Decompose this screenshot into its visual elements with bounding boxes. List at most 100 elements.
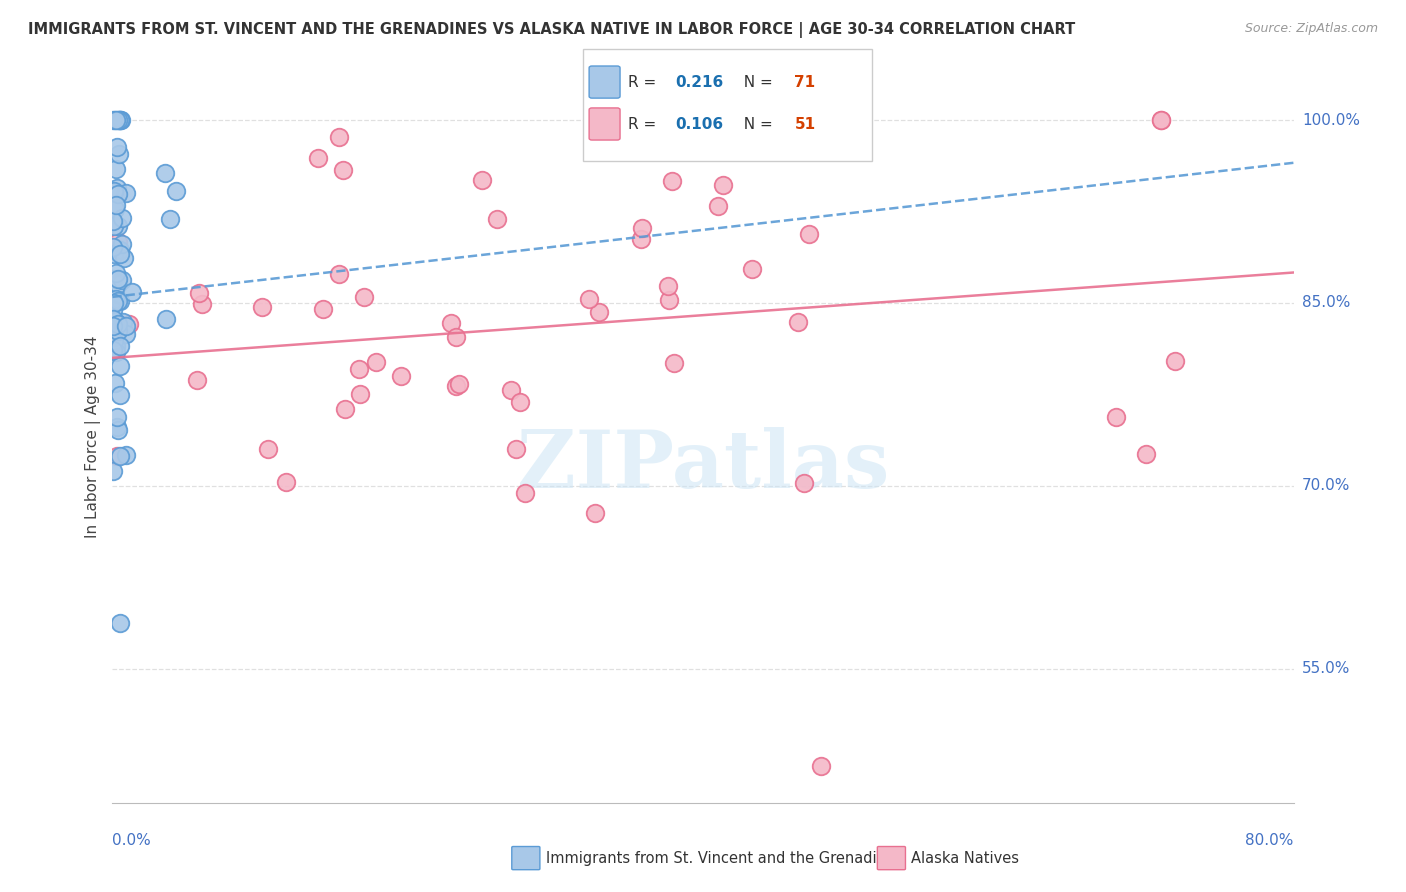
Point bbox=[256, 442, 278, 456]
Point bbox=[110, 247, 132, 261]
Point bbox=[165, 184, 187, 198]
Point bbox=[706, 199, 728, 213]
Text: 0.216: 0.216 bbox=[675, 75, 723, 89]
Point bbox=[501, 384, 523, 398]
Point bbox=[105, 266, 128, 280]
Point bbox=[105, 420, 128, 434]
Point bbox=[104, 162, 127, 177]
Point bbox=[110, 211, 132, 226]
Point bbox=[103, 184, 125, 198]
Point bbox=[103, 334, 125, 348]
Point bbox=[364, 355, 387, 369]
Point bbox=[631, 220, 654, 235]
Point bbox=[107, 324, 129, 338]
Point bbox=[103, 295, 125, 310]
Point bbox=[810, 759, 832, 773]
Point bbox=[110, 615, 132, 630]
Point bbox=[107, 113, 129, 128]
Point bbox=[107, 235, 129, 249]
Point bbox=[657, 278, 679, 293]
Point bbox=[349, 387, 371, 401]
Point bbox=[333, 401, 356, 416]
Point bbox=[505, 442, 527, 456]
Point bbox=[664, 356, 686, 370]
Point bbox=[108, 387, 131, 401]
Point bbox=[307, 152, 329, 166]
Point bbox=[107, 186, 129, 201]
Point bbox=[188, 286, 211, 301]
Point bbox=[155, 166, 177, 180]
Point bbox=[107, 113, 129, 128]
Point bbox=[103, 318, 125, 333]
Point bbox=[105, 181, 128, 195]
Text: 70.0%: 70.0% bbox=[1302, 478, 1350, 493]
Point bbox=[155, 312, 177, 326]
Point bbox=[121, 285, 143, 299]
Point bbox=[104, 202, 127, 217]
Point bbox=[104, 314, 127, 328]
Point bbox=[101, 311, 124, 326]
Point bbox=[104, 344, 127, 359]
Point bbox=[110, 293, 132, 308]
Point bbox=[104, 292, 127, 306]
Point bbox=[588, 305, 610, 319]
Text: 100.0%: 100.0% bbox=[1302, 112, 1360, 128]
Point bbox=[630, 232, 652, 246]
Point bbox=[101, 318, 124, 333]
Point bbox=[103, 185, 125, 199]
Point bbox=[115, 326, 138, 341]
Point bbox=[440, 316, 463, 330]
Text: Immigrants from St. Vincent and the Grenadines: Immigrants from St. Vincent and the Gren… bbox=[546, 851, 903, 865]
Point bbox=[711, 178, 734, 192]
Point bbox=[446, 329, 468, 343]
Text: Source: ZipAtlas.com: Source: ZipAtlas.com bbox=[1244, 22, 1378, 36]
Text: 85.0%: 85.0% bbox=[1302, 295, 1350, 310]
Point bbox=[250, 300, 273, 314]
Text: R =: R = bbox=[628, 75, 662, 89]
Text: 0.0%: 0.0% bbox=[112, 833, 152, 848]
Point bbox=[347, 361, 370, 376]
Point bbox=[793, 475, 815, 490]
Point bbox=[186, 373, 208, 387]
Point bbox=[105, 186, 128, 201]
Point bbox=[108, 339, 131, 353]
Point bbox=[105, 410, 128, 425]
Point bbox=[112, 315, 135, 329]
Point bbox=[799, 227, 821, 241]
Point bbox=[107, 272, 129, 286]
Point bbox=[103, 219, 125, 234]
Point bbox=[513, 486, 536, 500]
Text: 0.106: 0.106 bbox=[675, 118, 723, 132]
Text: IMMIGRANTS FROM ST. VINCENT AND THE GRENADINES VS ALASKA NATIVE IN LABOR FORCE |: IMMIGRANTS FROM ST. VINCENT AND THE GREN… bbox=[28, 22, 1076, 38]
Point bbox=[103, 464, 125, 478]
Point bbox=[1135, 447, 1157, 461]
Point bbox=[108, 113, 131, 128]
Point bbox=[741, 261, 763, 276]
Point bbox=[111, 236, 134, 251]
Point bbox=[115, 186, 138, 201]
Point bbox=[101, 113, 124, 128]
Text: 80.0%: 80.0% bbox=[1246, 833, 1294, 848]
Point bbox=[583, 506, 606, 520]
Point bbox=[107, 277, 129, 291]
Point bbox=[658, 293, 681, 307]
Point bbox=[447, 377, 470, 392]
Point bbox=[105, 140, 128, 154]
Point bbox=[391, 369, 413, 384]
Y-axis label: In Labor Force | Age 30-34: In Labor Force | Age 30-34 bbox=[86, 335, 101, 539]
Point bbox=[101, 214, 124, 228]
Point bbox=[112, 251, 135, 265]
Text: Alaska Natives: Alaska Natives bbox=[911, 851, 1019, 865]
Text: R =: R = bbox=[628, 118, 662, 132]
Point bbox=[105, 198, 128, 212]
Point bbox=[328, 130, 350, 145]
Point bbox=[101, 343, 124, 357]
Point bbox=[444, 379, 467, 393]
Text: 55.0%: 55.0% bbox=[1302, 661, 1350, 676]
Point bbox=[1105, 410, 1128, 425]
Point bbox=[118, 318, 141, 332]
Point bbox=[103, 330, 125, 344]
Text: N =: N = bbox=[734, 75, 778, 89]
Point bbox=[274, 475, 297, 489]
Point bbox=[108, 113, 131, 128]
